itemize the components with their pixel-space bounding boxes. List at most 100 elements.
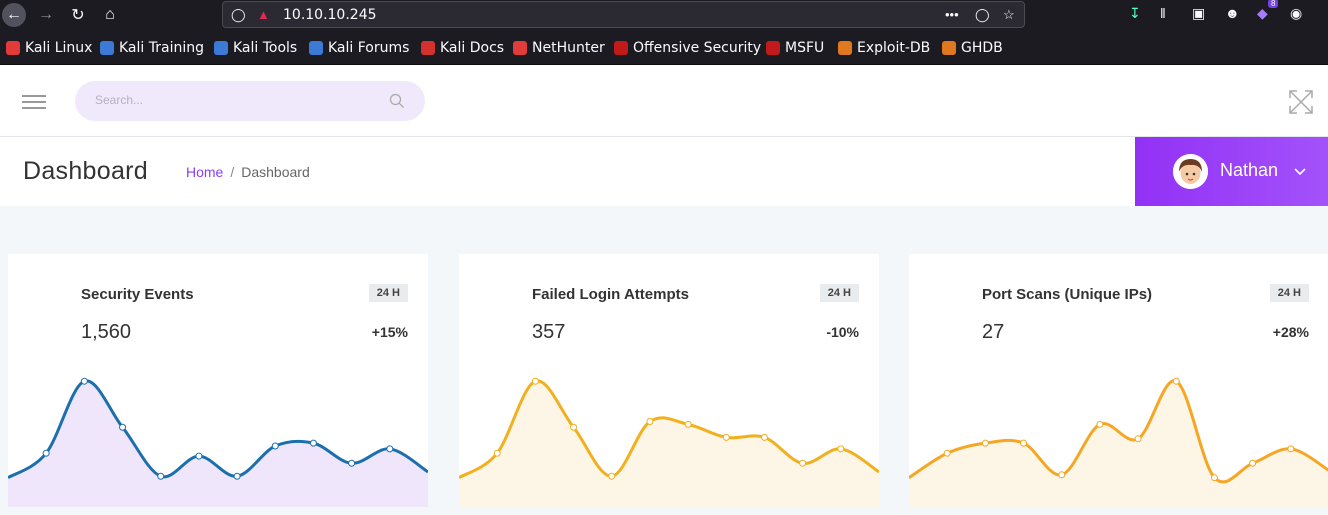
card-change: -10% — [826, 324, 859, 340]
card-title: Security Events — [81, 286, 194, 303]
stat-card-port-scans: Port Scans (Unique IPs) 24 H 27 +28% — [909, 254, 1328, 507]
chevron-down-icon[interactable] — [1294, 166, 1306, 176]
user-menu[interactable]: Nathan — [1135, 137, 1328, 206]
chart-point — [233, 472, 241, 480]
chart-point — [386, 445, 394, 453]
kali-tools-icon — [214, 41, 228, 55]
bookmarks-bar: Kali Linux Kali Training Kali Tools Kali… — [0, 30, 1328, 65]
sparkline-chart — [459, 377, 879, 507]
avatar — [1173, 154, 1208, 189]
chart-point — [760, 433, 768, 441]
sparkline-chart — [909, 377, 1328, 507]
time-range-badge: 24 H — [819, 284, 859, 302]
menu-icon[interactable]: ◉ — [1290, 5, 1303, 21]
app-header — [0, 65, 1328, 137]
bookmark-star-icon[interactable]: ☆ — [1003, 7, 1015, 22]
stat-card-failed-login-attempts: Failed Login Attempts 24 H 357 -10% — [459, 254, 879, 507]
chart-point — [309, 439, 317, 447]
downloads-icon[interactable]: ↧ — [1129, 5, 1141, 21]
chart-point — [799, 459, 807, 467]
kali-linux-icon — [6, 41, 20, 55]
bookmark-kali-tools[interactable]: Kali Tools — [214, 40, 297, 56]
chart-point — [195, 452, 203, 460]
kali-docs-icon — [421, 41, 435, 55]
card-value: 1,560 — [81, 321, 132, 343]
chart-point — [1210, 474, 1218, 482]
bookmark-kali-docs[interactable]: Kali Docs — [421, 40, 504, 56]
chart-point — [684, 420, 692, 428]
bookmark-kali-forums[interactable]: Kali Forums — [309, 40, 409, 56]
user-name[interactable]: Nathan — [1220, 160, 1279, 180]
chart-area-fill — [909, 381, 1328, 507]
chart-point — [1096, 420, 1104, 428]
library-icon[interactable]: ‖ — [1160, 5, 1166, 21]
chart-point — [1172, 377, 1180, 385]
chart-point — [722, 433, 730, 441]
ghdb-icon — [942, 41, 956, 55]
stat-card-security-events: Security Events 24 H 1,560 +15% — [8, 254, 428, 507]
chart-point — [271, 442, 279, 450]
chart-point — [80, 377, 88, 385]
shield-icon[interactable]: ◯ — [231, 7, 246, 22]
sidebar-icon[interactable]: ▣ — [1192, 5, 1206, 21]
bookmark-msfu[interactable]: MSFU — [766, 40, 824, 56]
url-bar[interactable]: ◯ ▲ 10.10.10.245 ••• ◯ ☆ — [222, 1, 1025, 28]
pocket-icon[interactable]: ◯ — [975, 7, 990, 22]
chart-point — [1134, 435, 1142, 443]
bookmark-ghdb[interactable]: GHDB — [942, 40, 1003, 56]
chart-point — [348, 459, 356, 467]
chart-area-fill — [459, 380, 879, 507]
breadcrumb: Home / Dashboard — [186, 164, 310, 180]
extension-badge: 8 — [1268, 0, 1279, 8]
chart-point — [570, 423, 578, 431]
kali-forums-icon — [309, 41, 323, 55]
extension-icon[interactable]: ◆ — [1257, 5, 1268, 21]
chart-area-fill — [8, 380, 428, 507]
url-text[interactable]: 10.10.10.245 — [283, 7, 377, 23]
card-value: 357 — [532, 321, 566, 343]
card-title: Failed Login Attempts — [532, 286, 689, 303]
nethunter-icon — [513, 41, 527, 55]
chart-point — [608, 472, 616, 480]
chart-point — [646, 418, 654, 426]
chart-point — [119, 423, 127, 431]
offensive-security-icon — [614, 41, 628, 55]
breadcrumb-home[interactable]: Home — [186, 164, 224, 180]
chart-point — [157, 472, 165, 480]
chart-point — [493, 449, 501, 457]
breadcrumb-separator: / — [230, 164, 235, 180]
time-range-badge: 24 H — [1269, 284, 1309, 302]
browser-toolbar: ← → ↻ ⌂ ◯ ▲ 10.10.10.245 ••• ◯ ☆ ↧ ‖ ▣ ☻… — [0, 0, 1328, 30]
card-title: Port Scans (Unique IPs) — [982, 286, 1153, 303]
chart-point — [42, 449, 50, 457]
forward-arrow-icon[interactable]: → — [38, 6, 54, 23]
more-actions-icon[interactable]: ••• — [945, 7, 959, 22]
bookmark-nethunter[interactable]: NetHunter — [513, 40, 605, 56]
reload-icon[interactable]: ↻ — [71, 7, 85, 24]
search-box[interactable] — [75, 81, 425, 121]
card-change: +28% — [1272, 324, 1309, 340]
back-arrow-icon[interactable]: ← — [2, 3, 26, 27]
bookmark-kali-training[interactable]: Kali Training — [100, 40, 204, 56]
bookmark-kali-linux[interactable]: Kali Linux — [6, 40, 92, 56]
hamburger-menu-icon[interactable] — [22, 95, 46, 109]
chart-point — [1287, 445, 1295, 453]
search-input[interactable] — [95, 93, 375, 107]
exploit-db-icon — [838, 41, 852, 55]
kali-training-icon — [100, 41, 114, 55]
breadcrumb-current: Dashboard — [241, 164, 310, 180]
bookmark-exploit-db[interactable]: Exploit-DB — [838, 40, 930, 56]
time-range-badge: 24 H — [368, 284, 408, 302]
card-change: +15% — [371, 324, 408, 340]
chart-point — [981, 439, 989, 447]
chart-point — [837, 445, 845, 453]
search-icon[interactable] — [389, 93, 405, 109]
card-value: 27 — [982, 321, 1005, 343]
home-icon[interactable]: ⌂ — [105, 6, 115, 23]
insecure-lock-icon[interactable]: ▲ — [257, 7, 270, 22]
chart-point — [1020, 439, 1028, 447]
account-icon[interactable]: ☻ — [1225, 5, 1240, 21]
chart-point — [1249, 459, 1257, 467]
fullscreen-icon[interactable] — [1288, 89, 1314, 115]
bookmark-offensive-security[interactable]: Offensive Security — [614, 40, 761, 56]
